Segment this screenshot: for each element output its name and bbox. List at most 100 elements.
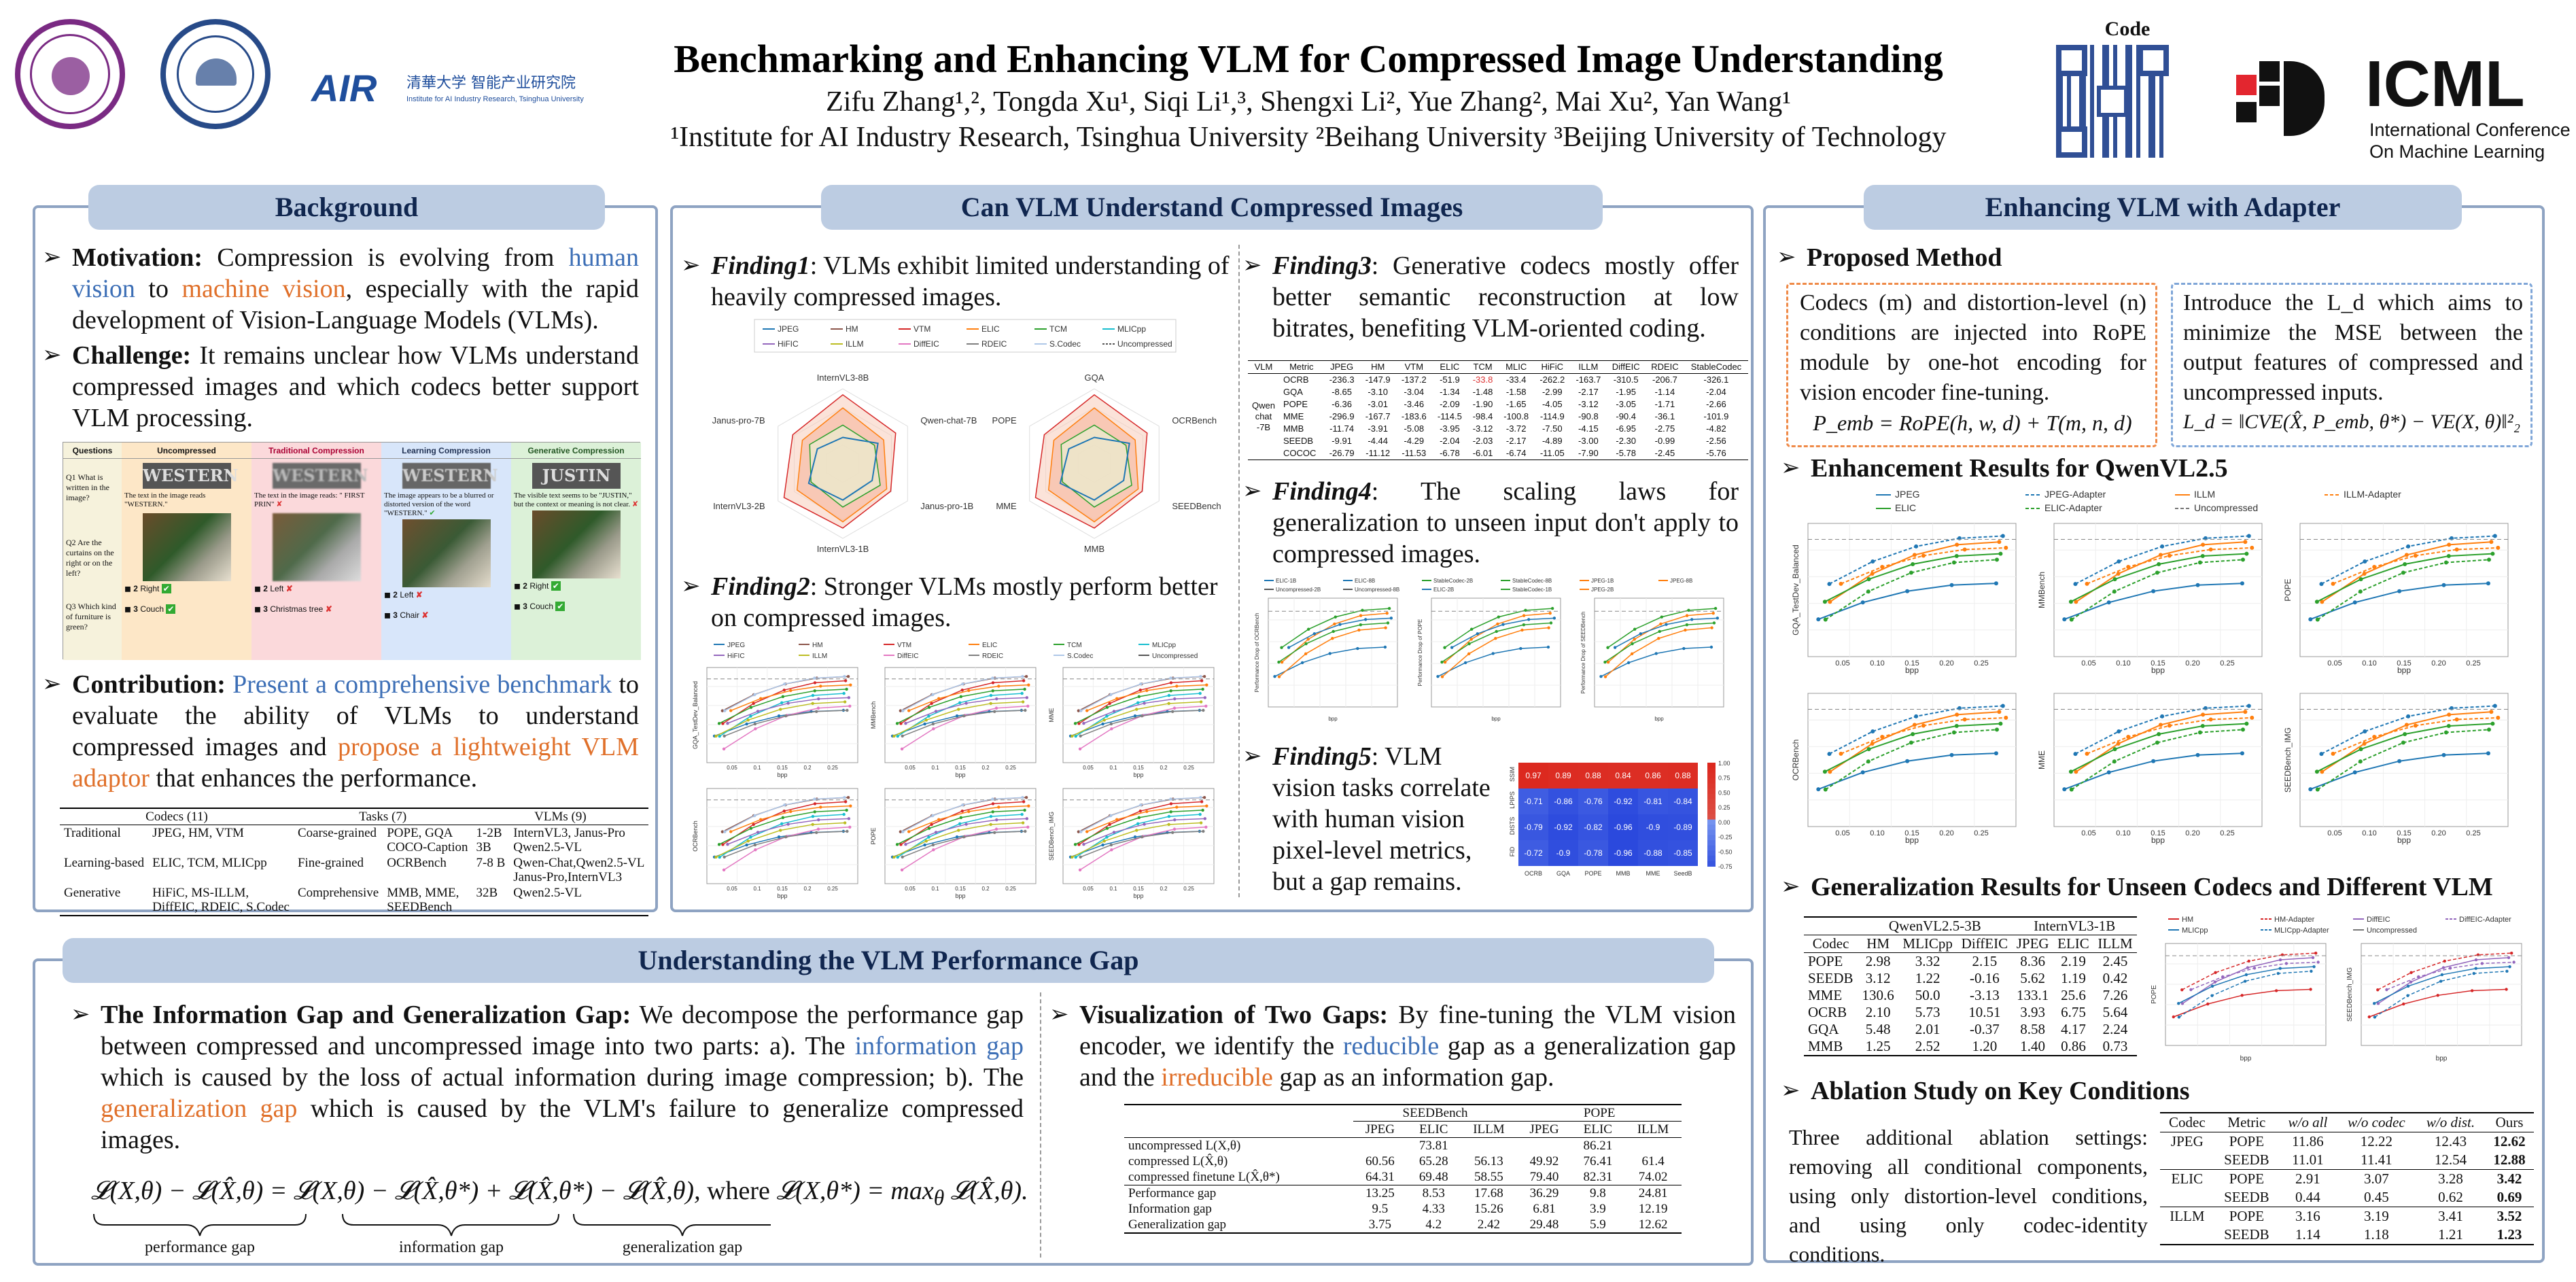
series-point [1203,817,1207,820]
series-point [2240,581,2244,586]
poster-title: Benchmarking and Enhancing VLM for Compr… [674,37,1943,81]
series-point [2363,559,2367,564]
bench-cell: Traditional [64,826,121,840]
series-point [1021,700,1025,704]
f3-cell: -36.1 [1654,411,1675,421]
series-point [1909,740,1913,745]
abl-row: JPEG POPE 11.86 12.22 12.43 12.62 [2160,1132,2534,1151]
gap-cell: 4.2 [1425,1217,1442,1232]
y-axis-label: MMBench [870,701,877,729]
radar-axis-label: InternVL3-2B [713,501,765,511]
gap-cell: 36.29 [1529,1186,1559,1200]
heat-scale-band [1707,850,1716,856]
series-point [1133,835,1137,839]
series-point [1823,787,1828,792]
series-point [714,734,718,738]
series-point [789,689,793,693]
series-point [2116,742,2121,746]
abl-cell: 3.16 [2295,1208,2320,1224]
series-point [1202,675,1206,678]
series-point [924,718,928,722]
x-tick-label: 0.20 [2431,659,2446,668]
series-point [745,722,748,726]
icml-sub2: On Machine Learning [2369,141,2545,162]
series-point [1467,652,1471,655]
series-point [900,868,904,871]
answer-3: ◼ 3 Chair ✘ [384,610,429,620]
series-point [1204,825,1208,829]
series-point [814,710,818,713]
series-point [717,843,721,846]
f3-cell: -3.72 [1505,423,1527,434]
series-point [723,734,726,738]
abl-cell: 3.41 [2438,1208,2463,1224]
gen-cell: 2.24 [2102,1021,2128,1037]
legend-label: MLICpp [2182,926,2208,935]
series-point [1143,701,1146,705]
series-point [1169,681,1173,685]
series-point [1550,606,1554,610]
series-point [777,835,781,839]
series-point [2358,589,2363,594]
finding5-heatmap: 0.97 0.89 0.88 0.84 0.86 0.88 -0.71 -0.86 -0.76 -… [1501,755,1745,890]
series-point [2155,570,2159,575]
radar-axis-label: GQA [1085,373,1104,383]
series-point [2112,747,2117,752]
gap-cell: 64.31 [1365,1170,1395,1184]
qtable-col-learning: WESTERN The image appears to be a blurre… [384,463,509,620]
series-point [2252,967,2257,970]
series-point [1105,706,1109,709]
brace-label-generalization: generalization gap [622,1238,743,1256]
abl-header-cell: w/o codec [2348,1114,2405,1130]
f3-cell: -2.56 [1706,436,1726,446]
series-point [1524,608,1527,612]
series-point [1102,718,1106,722]
gen-cell: 8.36 [2020,953,2046,969]
series-point [1169,810,1172,814]
x-tick-label: 0.25 [827,765,838,771]
qtable-q1: Q1 What is written in the image? [66,472,109,502]
f3-cell: -1.14 [1654,387,1675,397]
qr-code[interactable] [2056,45,2169,158]
series-point [1386,621,1390,625]
abl-cell: 11.86 [2292,1133,2324,1149]
f3-cell: -3.46 [1404,399,1425,409]
gen-cell: 3.32 [1915,953,1940,969]
heat-cell [1668,789,1698,814]
abl-cell: 1.21 [2438,1226,2463,1243]
series-point [2441,583,2446,587]
series-point [726,721,729,725]
vlm-question-figure: Questions Uncompressed Traditional Compr… [63,442,641,660]
series-point [2401,740,2405,745]
f3-cell: -4.89 [1542,436,1563,446]
series-point [2274,989,2278,992]
f3-cell: -236.3 [1329,375,1355,385]
heat-scale-band [1707,809,1716,815]
gen-row: GQA 5.48 2.01 -0.37 8.58 4.17 2.24 [1804,1021,2137,1038]
gen-row: MMB 1.25 2.52 1.20 1.40 0.86 0.73 [1804,1038,2137,1056]
f3-cell: -2.17 [1578,387,1599,397]
heat-scale-band [1707,773,1716,779]
series-point [729,830,733,833]
series-point [930,701,933,706]
series-point [895,722,899,725]
series-point [845,808,848,812]
series-point [2073,582,2078,587]
finding2-text: Finding2: Stronger VLMs mostly perform b… [681,571,1232,634]
legend-label: StableCodec-8B [1512,578,1552,584]
series-point [1519,646,1522,651]
f3-row: Qwen chat -7B OCRB -236.3 -147.9 -137.2 -51.9… [1248,374,1748,432]
series-point [2085,751,2089,756]
series-point [2167,553,2172,558]
f3-cell: -8.65 [1331,387,1352,397]
series-point [2157,732,2161,737]
series-point [1143,822,1146,826]
heat-value: -0.78 [1584,848,1603,858]
series-point [2243,980,2247,983]
series-point [1140,835,1144,839]
gap-cell: 9.5 [1372,1202,1389,1216]
y-axis-label: POPE [2151,985,2158,1004]
series-point [745,843,748,847]
series-line [2374,971,2507,1018]
generalization-figure: HM HM-Adapter DiffEIC DiffEIC-Adapter MLICpp… [2141,911,2535,1066]
